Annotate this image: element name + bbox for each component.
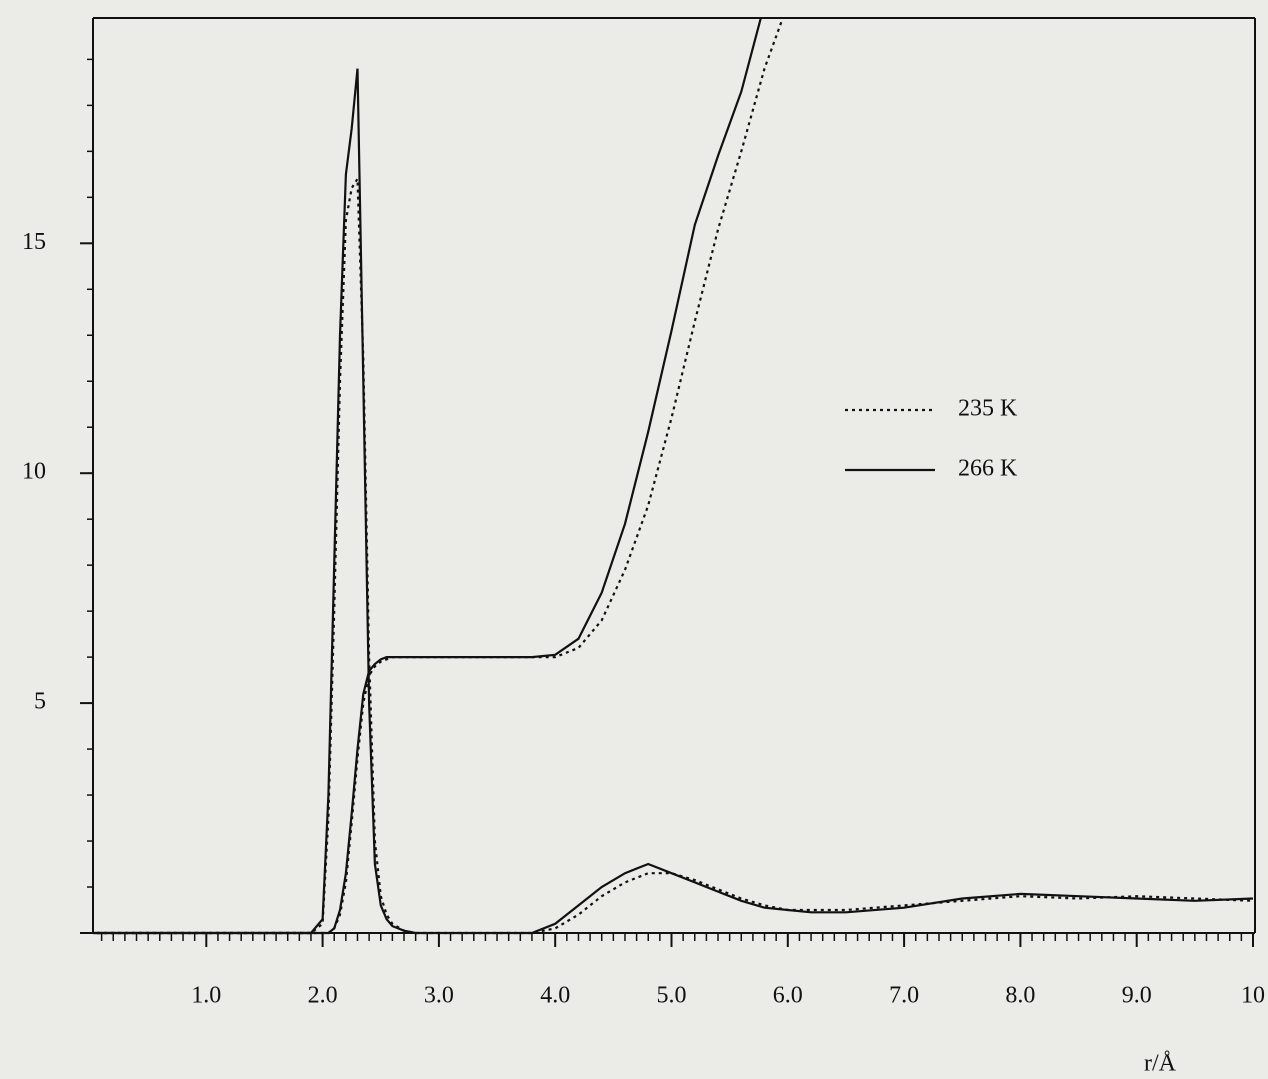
series-line bbox=[93, 175, 1254, 935]
legend-label: 235 K bbox=[958, 396, 1018, 422]
x-tick-label: 10 bbox=[1241, 983, 1265, 1009]
x-tick-label: 1.0 bbox=[191, 983, 221, 1009]
x-tick-label: 6.0 bbox=[773, 983, 803, 1009]
x-tick-label: 2.0 bbox=[308, 983, 338, 1009]
y-tick-label: 10 bbox=[22, 459, 46, 485]
y-tick-label: 5 bbox=[34, 689, 46, 715]
series-line bbox=[93, 68, 1254, 935]
x-tick-label: 3.0 bbox=[424, 983, 454, 1009]
y-tick-label: 15 bbox=[22, 229, 46, 255]
x-tick-label: 7.0 bbox=[889, 983, 919, 1009]
series-line bbox=[93, 18, 784, 935]
x-tick-label: 4.0 bbox=[540, 983, 570, 1009]
x-tick-label: 8.0 bbox=[1005, 983, 1035, 1009]
series-line bbox=[93, 18, 762, 935]
x-tick-label: 9.0 bbox=[1122, 983, 1152, 1009]
plot-area bbox=[93, 18, 1254, 935]
x-tick-label: 5.0 bbox=[657, 983, 687, 1009]
legend-label: 266 K bbox=[958, 456, 1018, 482]
x-axis-label: r/Å bbox=[1144, 1051, 1177, 1077]
